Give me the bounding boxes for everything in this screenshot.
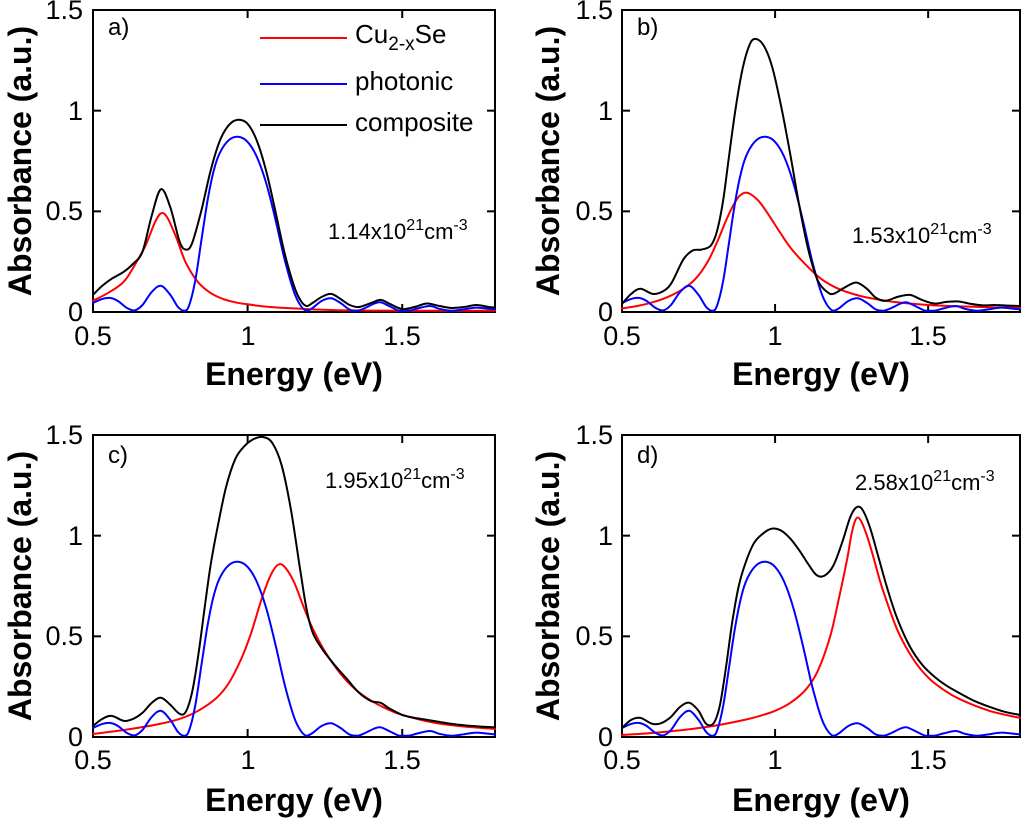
axes-box: [92, 9, 496, 313]
annotation-exponent: 21: [933, 468, 952, 485]
panel-letter: b): [637, 14, 659, 41]
y-tick-label: 0.5: [575, 621, 613, 651]
y-tick-label: 0: [67, 722, 83, 752]
annotation-base: 2.58x10: [855, 470, 934, 495]
y-axis-label: Absorbance (a.u.): [2, 25, 38, 297]
legend-label-photonic: photonic: [355, 66, 453, 96]
annotation-unit: cm: [948, 223, 978, 248]
y-tick-label: 0: [597, 297, 613, 327]
annotation-carrier-density: 1.53x1021cm-3: [852, 221, 992, 252]
series-curve-composite: [92, 435, 496, 729]
x-tick-label: 0.5: [74, 745, 112, 775]
annotation-unit-exponent: -3: [453, 217, 468, 234]
plot-panel-c: [92, 434, 496, 738]
annotation-carrier-density: 2.58x1021cm-3: [855, 468, 995, 499]
annotation-unit-exponent: -3: [450, 466, 465, 483]
y-tick-label: 0.5: [45, 196, 83, 226]
y-tick-label: 1.5: [45, 0, 83, 25]
x-axis-label: Energy (eV): [205, 356, 383, 392]
plot-panel-d: [621, 434, 1021, 738]
plot-panel-b: [621, 9, 1021, 313]
annotation-base: 1.95x10: [325, 468, 404, 493]
axes-box: [621, 434, 1021, 738]
x-axis-label: Energy (eV): [205, 782, 383, 818]
y-tick-label: 1.5: [575, 420, 613, 450]
legend-label-part: composite: [355, 107, 474, 137]
series-curve-composite: [92, 118, 496, 311]
y-axis-label: Absorbance (a.u.): [530, 450, 566, 722]
annotation-unit: cm: [424, 219, 454, 244]
annotation-carrier-density: 1.95x1021cm-3: [325, 466, 465, 497]
annotation-exponent: 21: [403, 466, 422, 483]
panel-letter: a): [108, 14, 130, 41]
y-axis-label: Absorbance (a.u.): [530, 25, 566, 297]
x-tick-label: 1: [240, 745, 256, 775]
legend-label-cu2xse: Cu2-xSe: [355, 19, 447, 55]
x-tick-label: 1.5: [383, 321, 421, 351]
annotation-exponent: 21: [406, 217, 425, 234]
y-tick-label: 1: [67, 521, 83, 551]
annotation-base: 1.14x10: [328, 219, 407, 244]
x-axis-label: Energy (eV): [732, 782, 910, 818]
panel-a: 1.5 1 0.5 0 0.5 1 1.5 Absorbance (a.u.) …: [0, 0, 512, 410]
y-tick-label: 0: [67, 297, 83, 327]
panel-letter: c): [108, 442, 128, 469]
annotation-exponent: 21: [930, 221, 949, 238]
annotation-unit: cm: [421, 468, 451, 493]
y-tick-label: 1: [597, 521, 613, 551]
x-tick-label: 1: [767, 745, 783, 775]
series-curve-photonic: [92, 560, 496, 737]
series-curve-photonic: [621, 135, 1021, 312]
annotation-carrier-density: 1.14x1021cm-3: [328, 217, 468, 248]
y-tick-label: 0.5: [45, 621, 83, 651]
x-tick-label: 1: [767, 321, 783, 351]
y-axis-label: Absorbance (a.u.): [2, 450, 38, 722]
x-tick-label: 1: [240, 321, 256, 351]
x-axis-label: Energy (eV): [732, 356, 910, 392]
series-curve-photonic: [621, 560, 1021, 737]
axes-box: [92, 434, 496, 738]
y-tick-label: 0: [597, 722, 613, 752]
series-curve-cu2-xse: [92, 563, 496, 735]
y-tick-label: 1.5: [45, 420, 83, 450]
series-curve-composite: [621, 505, 1021, 729]
annotation-base: 1.53x10: [852, 223, 931, 248]
plot-panel-a: [92, 9, 496, 313]
y-tick-label: 1.5: [575, 0, 613, 25]
legend-line-photonic: [260, 83, 347, 85]
legend-line-composite: [260, 124, 347, 126]
annotation-unit: cm: [951, 470, 981, 495]
x-tick-label: 1.5: [909, 321, 947, 351]
x-tick-label: 1.5: [909, 745, 947, 775]
legend-line-cu2xse: [260, 37, 347, 39]
x-tick-label: 1.5: [383, 745, 421, 775]
x-tick-label: 0.5: [603, 321, 641, 351]
annotation-unit-exponent: -3: [980, 468, 995, 485]
axes-box: [621, 9, 1021, 313]
x-tick-label: 0.5: [74, 321, 112, 351]
panel-d: 1.5 1 0.5 0 0.5 1 1.5 Absorbance (a.u.) …: [512, 410, 1024, 819]
series-curve-photonic: [92, 135, 496, 312]
legend-label-part: Se: [414, 19, 447, 49]
y-tick-label: 0.5: [575, 196, 613, 226]
series-curve-cu2-xse: [621, 516, 1021, 736]
panel-c: 1.5 1 0.5 0 0.5 1 1.5 Absorbance (a.u.) …: [0, 410, 512, 819]
legend-label-subscript: 2-x: [388, 34, 415, 55]
x-tick-label: 0.5: [603, 745, 641, 775]
legend-label-part: Cu: [355, 19, 389, 49]
y-tick-label: 1: [67, 96, 83, 126]
series-curve-composite: [621, 37, 1021, 307]
legend-label-part: photonic: [355, 66, 454, 96]
legend-label-composite: composite: [355, 107, 474, 137]
annotation-unit-exponent: -3: [977, 221, 992, 238]
panel-b: 1.5 1 0.5 0 0.5 1 1.5 Absorbance (a.u.) …: [512, 0, 1024, 410]
panel-letter: d): [637, 442, 659, 469]
y-tick-label: 1: [597, 96, 613, 126]
